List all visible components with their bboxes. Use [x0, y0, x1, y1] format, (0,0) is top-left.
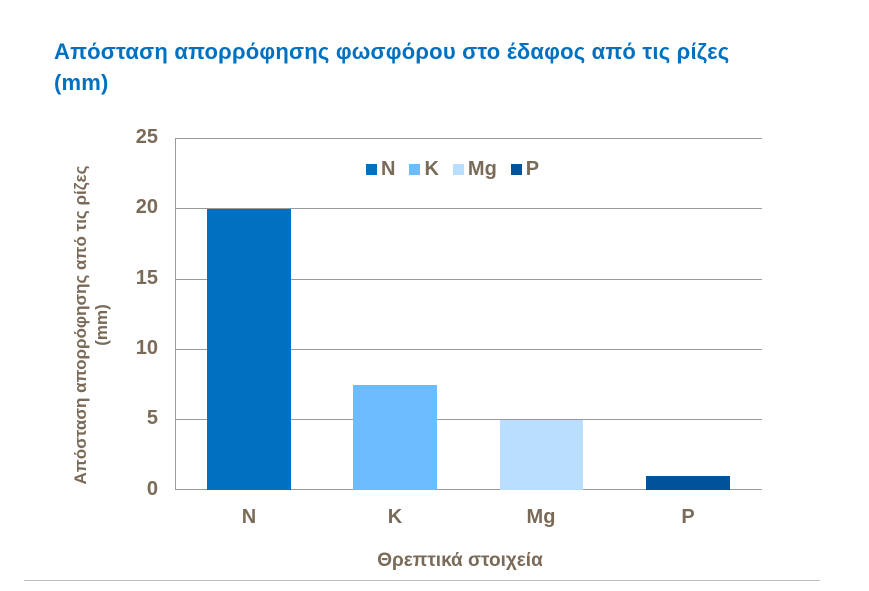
- plot-area: N K Mg P: [175, 138, 762, 490]
- x-tick: N: [241, 506, 257, 528]
- y-tick: 15: [135, 267, 158, 289]
- bar-k: [353, 384, 437, 490]
- divider: [24, 580, 820, 581]
- gridline-15: [175, 279, 762, 280]
- x-axis-label: Θρεπτικά στοιχεία: [377, 550, 543, 571]
- x-tick: P: [681, 506, 695, 528]
- y-tick: 5: [146, 407, 158, 429]
- legend-item-k: K: [409, 158, 439, 181]
- legend-item-p: P: [510, 158, 539, 181]
- legend-swatch-icon: [510, 164, 522, 175]
- gridline-10: [175, 349, 762, 350]
- legend-swatch-icon: [366, 164, 377, 175]
- y-tick: 25: [135, 126, 158, 148]
- chart-title: Απόσταση απορρόφησης φωσφόρου στο έδαφος…: [54, 39, 730, 95]
- y-tick: 20: [135, 196, 158, 218]
- bar-mg: [500, 419, 583, 490]
- gridline-25: [175, 138, 762, 139]
- bar-n: [207, 209, 291, 490]
- y-tick: 10: [135, 337, 158, 359]
- legend: N K Mg P: [366, 158, 539, 181]
- y-axis-line: [175, 138, 176, 490]
- bar-p: [646, 475, 730, 490]
- legend-item-mg: Mg: [452, 158, 497, 181]
- gridline-5: [175, 419, 762, 420]
- legend-swatch-icon: [409, 164, 421, 175]
- legend-item-n: N: [366, 158, 395, 181]
- y-axis-label: Απόσταση απορρόφησης από τις ρίζες (mm): [71, 165, 111, 485]
- gridline-20: [175, 208, 762, 209]
- x-tick: Mg: [526, 506, 556, 528]
- x-axis-line: [175, 489, 762, 490]
- y-tick: 0: [146, 478, 158, 500]
- legend-swatch-icon: [452, 164, 464, 175]
- x-tick: K: [387, 506, 403, 528]
